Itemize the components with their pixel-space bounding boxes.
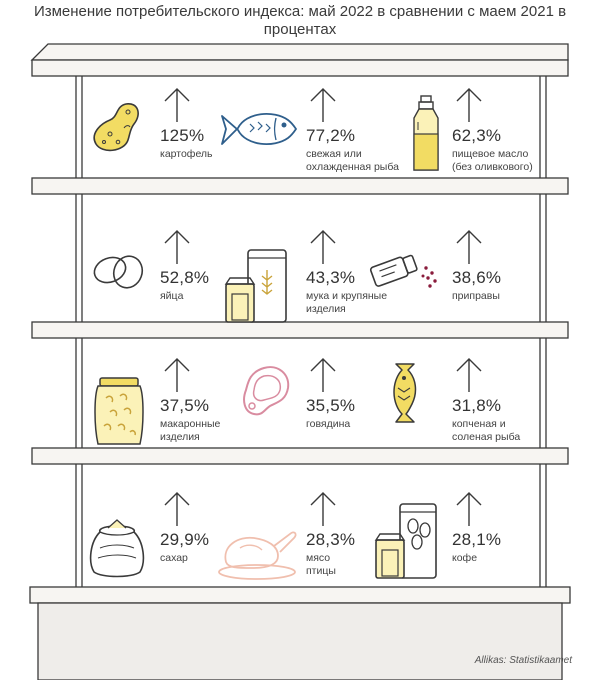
item-label: мука и крупяные изделия: [306, 290, 388, 315]
potato-icon: [93, 103, 139, 152]
item-percent: 28,3%: [306, 530, 356, 549]
item-label: приправы: [452, 290, 500, 302]
item-label: макаронные изделия: [160, 418, 221, 443]
up-arrow-icon: [310, 358, 336, 392]
item-label: сахар: [160, 552, 188, 564]
shelf-4: [29, 586, 571, 604]
up-arrow-icon: [456, 230, 482, 264]
up-arrow-icon: [456, 358, 482, 392]
coffee-bags-icon: [374, 503, 437, 579]
item-label: копченая и соленая рыба: [452, 418, 521, 443]
item-label: картофель: [160, 148, 213, 160]
item-label: мясо птицы: [306, 552, 336, 577]
item-percent: 37,5%: [160, 396, 210, 415]
chart-title: Изменение потребительского индекса: май …: [33, 3, 567, 38]
up-arrow-icon: [456, 88, 482, 122]
item-percent: 52,8%: [160, 268, 210, 287]
shelf-2: [31, 321, 569, 339]
up-arrow-icon: [164, 88, 190, 122]
poultry-icon: [218, 531, 297, 580]
item-label: говядина: [306, 418, 351, 430]
sugar-sack-icon: [89, 519, 145, 578]
item-label: яйца: [160, 290, 184, 302]
source-note: Allikas: Statistikaamet: [474, 655, 572, 666]
shelf-base: [37, 602, 563, 680]
up-arrow-icon: [164, 492, 190, 526]
item-percent: 62,3%: [452, 126, 502, 145]
item-percent: 125%: [160, 126, 205, 145]
up-arrow-icon: [310, 230, 336, 264]
item-percent: 29,9%: [160, 530, 210, 549]
item-percent: 35,5%: [306, 396, 356, 415]
shelf-3: [31, 447, 569, 465]
smoked-fish-icon: [393, 363, 417, 423]
item-percent: 28,1%: [452, 530, 502, 549]
item-percent: 31,8%: [452, 396, 502, 415]
flour-bags-icon: [224, 249, 287, 323]
oil-bottle-icon: [413, 95, 439, 171]
up-arrow-icon: [164, 358, 190, 392]
item-label: свежая или охлажденная рыба: [306, 148, 399, 173]
item-label: кофе: [452, 552, 478, 564]
shelf-top-cap: [30, 43, 569, 61]
pasta-jar-icon: [94, 377, 144, 445]
item-percent: 38,6%: [452, 268, 502, 287]
fish-icon: [221, 113, 297, 145]
shelf-1: [31, 177, 569, 195]
spice-shaker-icon: [369, 254, 437, 288]
up-arrow-icon: [310, 88, 336, 122]
item-percent: 43,3%: [306, 268, 356, 287]
beef-steak-icon: [243, 366, 290, 416]
item-percent: 77,2%: [306, 126, 356, 145]
up-arrow-icon: [456, 492, 482, 526]
up-arrow-icon: [164, 230, 190, 264]
eggs-icon: [93, 255, 144, 289]
item-label: пищевое масло (без оливкового): [452, 148, 533, 173]
up-arrow-icon: [310, 492, 336, 526]
